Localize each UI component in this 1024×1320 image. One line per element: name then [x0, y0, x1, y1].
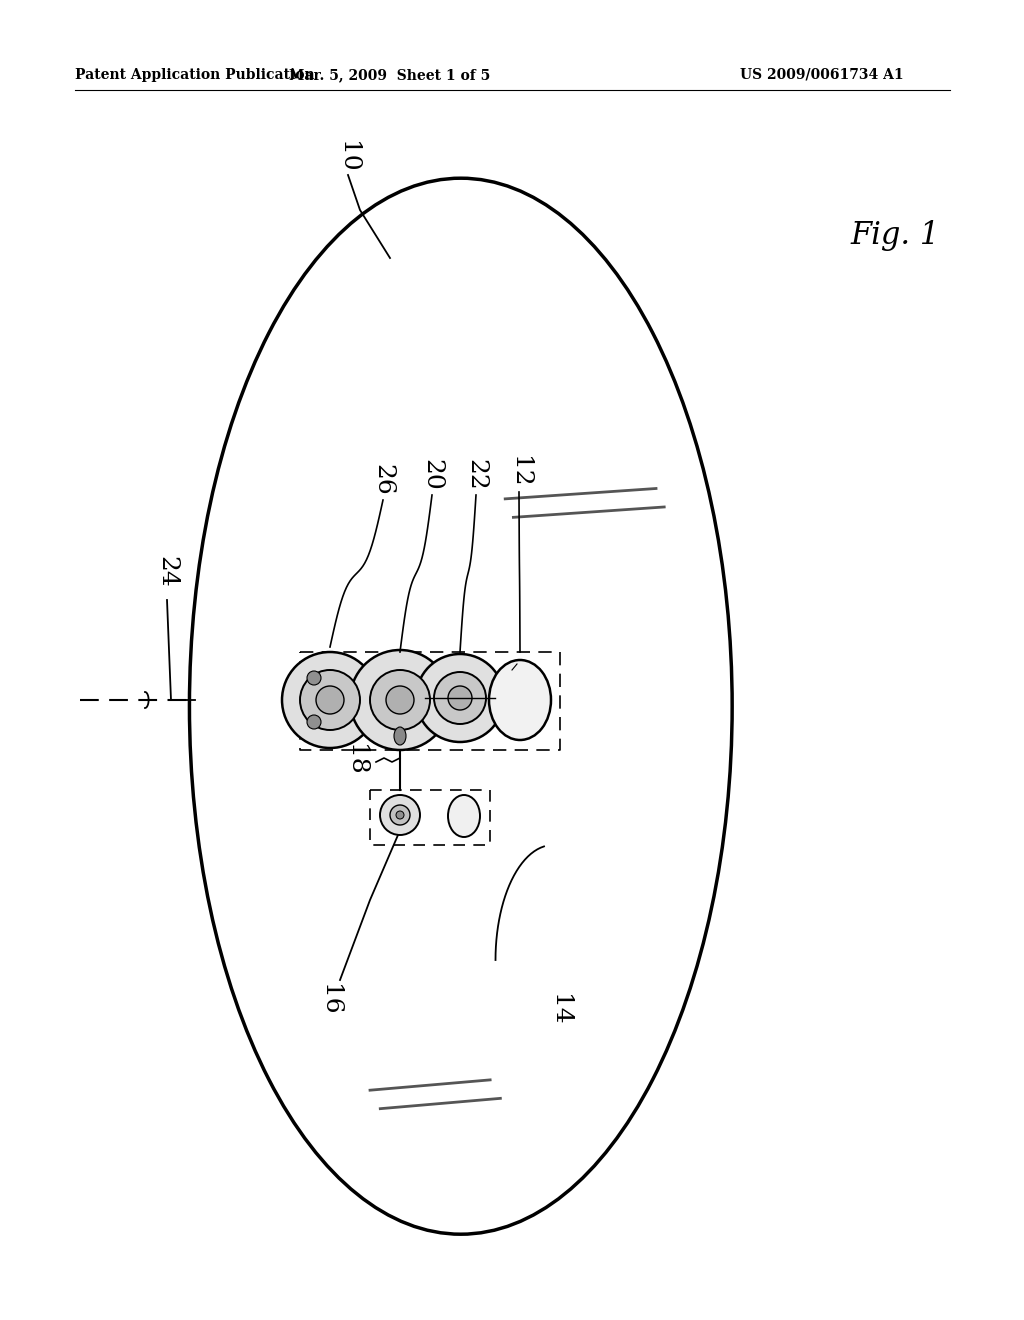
Circle shape	[390, 805, 410, 825]
Text: 16: 16	[318, 985, 341, 1016]
Text: Fig. 1: Fig. 1	[850, 220, 939, 251]
Text: 14: 14	[549, 994, 571, 1026]
Circle shape	[449, 686, 472, 710]
Circle shape	[282, 652, 378, 748]
Circle shape	[307, 715, 321, 729]
Text: Mar. 5, 2009  Sheet 1 of 5: Mar. 5, 2009 Sheet 1 of 5	[290, 69, 490, 82]
Circle shape	[434, 672, 486, 723]
Text: 26: 26	[372, 465, 394, 496]
Text: 18: 18	[344, 744, 368, 776]
Ellipse shape	[394, 727, 406, 744]
Circle shape	[370, 671, 430, 730]
Circle shape	[416, 653, 504, 742]
Ellipse shape	[449, 795, 480, 837]
Text: 20: 20	[421, 459, 443, 491]
Text: 24: 24	[156, 556, 178, 587]
Circle shape	[386, 686, 414, 714]
Circle shape	[380, 795, 420, 836]
Text: US 2009/0061734 A1: US 2009/0061734 A1	[740, 69, 903, 82]
Text: Patent Application Publication: Patent Application Publication	[75, 69, 314, 82]
Ellipse shape	[489, 660, 551, 741]
Text: 22: 22	[465, 459, 487, 491]
Circle shape	[316, 686, 344, 714]
Text: 12: 12	[508, 457, 530, 488]
Circle shape	[307, 671, 321, 685]
Circle shape	[350, 649, 450, 750]
Circle shape	[396, 810, 404, 818]
Circle shape	[300, 671, 360, 730]
Text: 10: 10	[337, 141, 359, 173]
